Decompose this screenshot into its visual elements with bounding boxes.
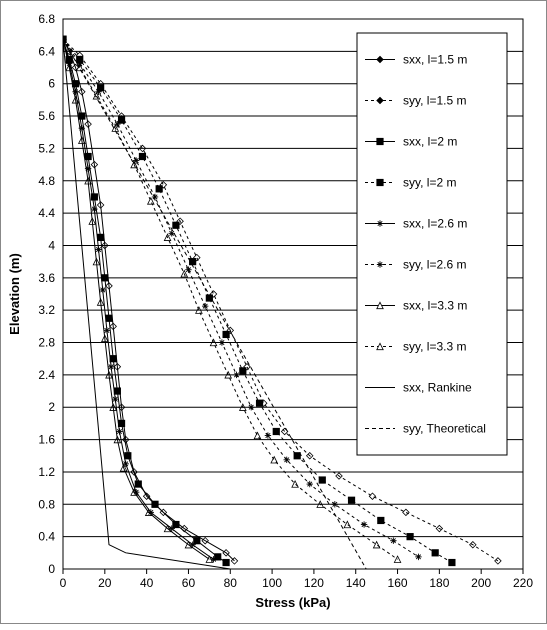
svg-text:5.6: 5.6 <box>38 109 55 123</box>
svg-text:0: 0 <box>60 576 67 590</box>
svg-text:0: 0 <box>48 562 55 576</box>
svg-text:4.4: 4.4 <box>38 206 55 220</box>
svg-text:6.4: 6.4 <box>38 44 55 58</box>
svg-text:80: 80 <box>224 576 238 590</box>
legend: sxx, l=1.5 m syy, l=1.5 m sxx, l=2 m syy, l… <box>357 33 507 455</box>
svg-text:3.2: 3.2 <box>38 303 55 317</box>
legend-label: syy, l=2 m <box>403 176 456 190</box>
svg-text:20: 20 <box>98 576 112 590</box>
svg-text:1.2: 1.2 <box>38 465 55 479</box>
legend-label: sxx, l=2 m <box>403 135 457 149</box>
svg-text:200: 200 <box>471 576 491 590</box>
svg-text:40: 40 <box>140 576 154 590</box>
svg-text:140: 140 <box>346 576 366 590</box>
svg-text:2.8: 2.8 <box>38 336 55 350</box>
svg-text:0.8: 0.8 <box>38 497 55 511</box>
chart-frame: 0 0.4 0.8 1.2 1.6 2 2.4 2.8 3.2 3.6 4 4.4 4.8 5.2 5.6 6… <box>0 0 547 624</box>
legend-label: sxx, l=1.5 m <box>403 53 467 67</box>
legend-label: syy, Theoretical <box>403 422 486 436</box>
legend-label: syy, l=2.6 m <box>403 258 466 272</box>
legend-label: syy, l=1.5 m <box>403 94 466 108</box>
svg-text:220: 220 <box>513 576 533 590</box>
legend-label: sxx, Rankine <box>403 381 472 395</box>
svg-text:2: 2 <box>48 400 55 414</box>
y-axis-label: Elevation (m) <box>7 253 22 335</box>
legend-label: sxx, l=2.6 m <box>403 217 467 231</box>
svg-text:4: 4 <box>48 238 55 252</box>
svg-text:2.4: 2.4 <box>38 368 55 382</box>
svg-text:6: 6 <box>48 77 55 91</box>
svg-text:5.2: 5.2 <box>38 141 55 155</box>
svg-text:6.8: 6.8 <box>38 12 55 26</box>
svg-text:120: 120 <box>304 576 324 590</box>
svg-text:180: 180 <box>429 576 449 590</box>
x-axis-label: Stress (kPa) <box>255 595 330 610</box>
svg-text:1.6: 1.6 <box>38 433 55 447</box>
svg-text:60: 60 <box>182 576 196 590</box>
legend-label: syy, l=3.3 m <box>403 340 466 354</box>
svg-text:4.8: 4.8 <box>38 174 55 188</box>
svg-text:3.6: 3.6 <box>38 271 55 285</box>
legend-label: sxx, l=3.3 m <box>403 299 467 313</box>
svg-text:100: 100 <box>262 576 282 590</box>
svg-text:160: 160 <box>388 576 408 590</box>
chart-svg: 0 0.4 0.8 1.2 1.6 2 2.4 2.8 3.2 3.6 4 4.4 4.8 5.2 5.6 6… <box>1 1 547 625</box>
svg-text:0.4: 0.4 <box>38 530 55 544</box>
